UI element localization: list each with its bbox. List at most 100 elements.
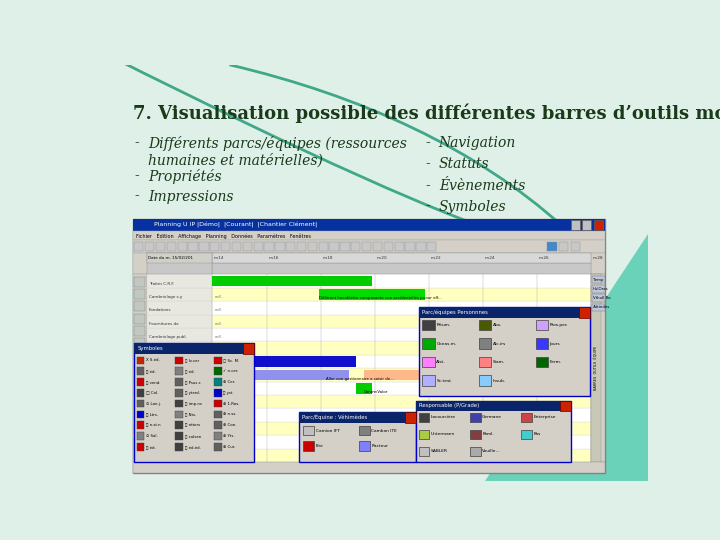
FancyBboxPatch shape: [134, 424, 145, 434]
Text: ⊕ Con.: ⊕ Con.: [223, 423, 237, 427]
Text: Cambriolage publ.: Cambriolage publ.: [149, 335, 186, 339]
FancyBboxPatch shape: [479, 356, 492, 367]
FancyBboxPatch shape: [212, 368, 591, 382]
Text: raill.: raill.: [215, 335, 223, 339]
FancyBboxPatch shape: [137, 432, 144, 440]
FancyBboxPatch shape: [212, 253, 591, 264]
Text: Ferm.: Ferm.: [549, 360, 562, 364]
Text: ⊙ Sal.: ⊙ Sal.: [145, 434, 158, 438]
FancyBboxPatch shape: [423, 375, 435, 386]
FancyBboxPatch shape: [547, 242, 557, 251]
FancyBboxPatch shape: [147, 422, 212, 435]
FancyBboxPatch shape: [479, 338, 492, 349]
Text: -Attindes: -Attindes: [593, 305, 611, 309]
Text: m.16: m.16: [268, 256, 279, 260]
Text: Fournitures de: Fournitures de: [149, 322, 179, 326]
FancyBboxPatch shape: [418, 430, 429, 439]
Text: Vthull Ro: Vthull Ro: [593, 296, 611, 300]
Text: m.14: m.14: [214, 256, 225, 260]
Text: raill.: raill.: [215, 389, 223, 393]
Text: Fite: Fite: [315, 444, 323, 448]
Text: Racteur: Racteur: [372, 444, 388, 448]
Text: 🔴 éd.: 🔴 éd.: [145, 445, 156, 449]
Text: Impressions: Impressions: [148, 190, 233, 204]
FancyBboxPatch shape: [469, 413, 481, 422]
Text: Différents parcs/équipes (ressources
humaines et matérielles): Différents parcs/équipes (ressources hum…: [148, 136, 407, 167]
Text: Lacourcière: Lacourcière: [431, 415, 456, 420]
FancyBboxPatch shape: [175, 410, 183, 418]
FancyBboxPatch shape: [307, 242, 317, 251]
Text: m.22: m.22: [431, 256, 441, 260]
FancyBboxPatch shape: [214, 432, 222, 440]
Text: BARRES  OUTILS  ÉQUIPE: BARRES OUTILS ÉQUIPE: [594, 346, 598, 390]
FancyBboxPatch shape: [559, 242, 568, 251]
FancyBboxPatch shape: [415, 401, 570, 411]
FancyBboxPatch shape: [147, 382, 212, 395]
FancyBboxPatch shape: [536, 338, 548, 349]
Text: Parc/équipes Personnnes: Parc/équipes Personnnes: [423, 310, 488, 315]
FancyBboxPatch shape: [132, 253, 606, 274]
Text: raill.: raill.: [215, 282, 223, 286]
FancyBboxPatch shape: [243, 343, 254, 354]
FancyBboxPatch shape: [212, 264, 591, 274]
FancyBboxPatch shape: [147, 274, 212, 462]
FancyBboxPatch shape: [147, 368, 212, 382]
Text: Abs.: Abs.: [493, 323, 503, 327]
Text: m.26: m.26: [539, 256, 549, 260]
FancyBboxPatch shape: [214, 400, 222, 408]
FancyBboxPatch shape: [579, 307, 590, 318]
FancyBboxPatch shape: [405, 242, 415, 251]
Text: Prtum.: Prtum.: [436, 323, 451, 327]
FancyBboxPatch shape: [300, 412, 415, 423]
FancyBboxPatch shape: [362, 242, 372, 251]
FancyBboxPatch shape: [134, 242, 143, 251]
Text: ⊕ Yts.: ⊕ Yts.: [223, 434, 235, 438]
Text: raill.: raill.: [215, 308, 223, 313]
FancyBboxPatch shape: [212, 395, 591, 408]
Text: raill.: raill.: [215, 402, 223, 407]
Text: Paml.: Paml.: [482, 433, 494, 436]
Text: Symboles: Symboles: [138, 346, 163, 350]
FancyBboxPatch shape: [199, 242, 209, 251]
Text: Enterprise: Enterprise: [534, 415, 556, 420]
FancyBboxPatch shape: [175, 443, 183, 450]
FancyBboxPatch shape: [134, 343, 254, 354]
FancyBboxPatch shape: [319, 242, 328, 251]
Text: Responsable (P/Grade): Responsable (P/Grade): [418, 403, 479, 408]
FancyBboxPatch shape: [593, 303, 605, 311]
Text: Parc/Équine : Véhimèdes: Parc/Équine : Véhimèdes: [302, 414, 368, 421]
FancyBboxPatch shape: [593, 294, 605, 302]
FancyBboxPatch shape: [286, 242, 295, 251]
FancyBboxPatch shape: [147, 253, 212, 274]
Text: raill.: raill.: [215, 349, 223, 353]
Text: Navigation: Navigation: [438, 136, 516, 150]
FancyBboxPatch shape: [536, 320, 548, 330]
FancyBboxPatch shape: [167, 242, 176, 251]
FancyBboxPatch shape: [416, 242, 426, 251]
FancyBboxPatch shape: [175, 378, 183, 386]
FancyBboxPatch shape: [364, 369, 447, 380]
FancyBboxPatch shape: [214, 389, 222, 397]
FancyBboxPatch shape: [137, 421, 144, 429]
FancyBboxPatch shape: [132, 274, 147, 462]
Text: Cambriolage s.y: Cambriolage s.y: [149, 295, 182, 299]
Text: ⊕ 1.Ros.: ⊕ 1.Ros.: [223, 402, 240, 406]
Text: 🔧 Nts.: 🔧 Nts.: [184, 413, 196, 416]
FancyBboxPatch shape: [175, 389, 183, 397]
FancyBboxPatch shape: [147, 288, 212, 301]
FancyBboxPatch shape: [264, 242, 274, 251]
FancyBboxPatch shape: [243, 242, 252, 251]
FancyBboxPatch shape: [212, 356, 356, 367]
Text: SABLER: SABLER: [431, 449, 448, 454]
Text: Germane: Germane: [482, 415, 502, 420]
Text: Planning U IP |Démo|  |Courant|  |Chantier Clément|: Planning U IP |Démo| |Courant| |Chantier…: [154, 222, 318, 228]
FancyBboxPatch shape: [359, 441, 370, 450]
FancyBboxPatch shape: [189, 242, 198, 251]
Text: 🔧 ntters: 🔧 ntters: [184, 423, 199, 427]
Text: ⊕ n.ss.: ⊕ n.ss.: [223, 413, 237, 416]
FancyBboxPatch shape: [147, 355, 212, 368]
Text: ⊕ Cer.: ⊕ Cer.: [223, 380, 235, 384]
FancyBboxPatch shape: [356, 383, 372, 394]
FancyBboxPatch shape: [212, 328, 591, 341]
FancyBboxPatch shape: [147, 435, 212, 449]
